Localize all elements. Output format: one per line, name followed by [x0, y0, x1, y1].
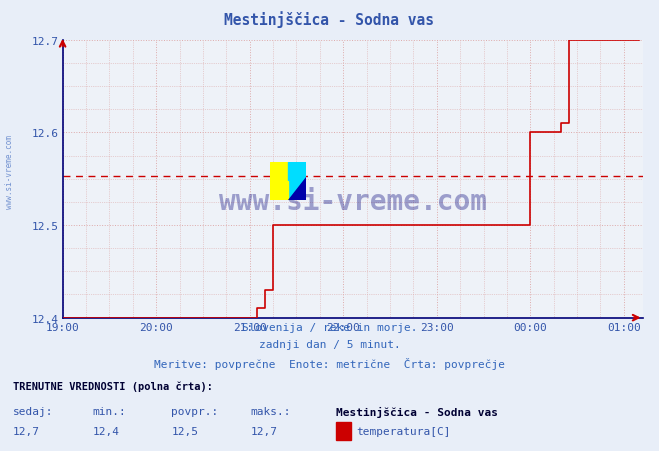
Text: min.:: min.:: [92, 406, 126, 416]
Bar: [289, 162, 306, 201]
Text: temperatura[C]: temperatura[C]: [356, 426, 450, 436]
Text: sedaj:: sedaj:: [13, 406, 53, 416]
Text: Meritve: povprečne  Enote: metrične  Črta: povprečje: Meritve: povprečne Enote: metrične Črta:…: [154, 357, 505, 369]
Text: povpr.:: povpr.:: [171, 406, 219, 416]
Bar: [270, 162, 289, 181]
Text: 12,5: 12,5: [171, 426, 198, 436]
Text: Mestinjščica - Sodna vas: Mestinjščica - Sodna vas: [225, 11, 434, 28]
Text: 12,7: 12,7: [250, 426, 277, 436]
Text: Mestinjščica - Sodna vas: Mestinjščica - Sodna vas: [336, 406, 498, 417]
Text: maks.:: maks.:: [250, 406, 291, 416]
Text: TRENUTNE VREDNOSTI (polna črta):: TRENUTNE VREDNOSTI (polna črta):: [13, 381, 213, 391]
Text: www.si-vreme.com: www.si-vreme.com: [5, 134, 14, 208]
Text: www.si-vreme.com: www.si-vreme.com: [219, 188, 486, 216]
Text: 12,4: 12,4: [92, 426, 119, 436]
Polygon shape: [289, 178, 306, 201]
Text: 12,7: 12,7: [13, 426, 40, 436]
Text: zadnji dan / 5 minut.: zadnji dan / 5 minut.: [258, 340, 401, 350]
Text: Slovenija / reke in morje.: Slovenija / reke in morje.: [242, 322, 417, 332]
Bar: [270, 181, 289, 201]
